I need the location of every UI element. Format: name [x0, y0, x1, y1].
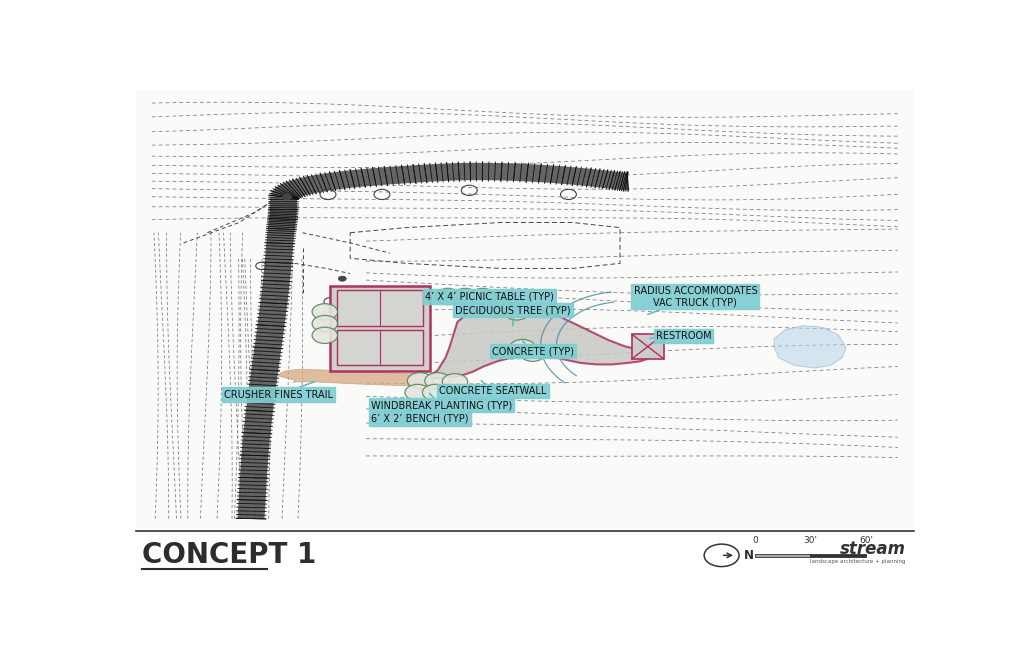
Circle shape [470, 288, 496, 305]
FancyBboxPatch shape [331, 286, 430, 371]
Circle shape [312, 304, 338, 320]
Text: landscape architecture + planning: landscape architecture + planning [810, 559, 905, 564]
Polygon shape [270, 163, 629, 199]
FancyBboxPatch shape [337, 290, 423, 326]
FancyBboxPatch shape [811, 554, 866, 557]
Circle shape [510, 339, 536, 356]
FancyBboxPatch shape [337, 330, 423, 365]
Text: stream: stream [840, 540, 905, 558]
Text: CRUSHER FINES TRAIL: CRUSHER FINES TRAIL [224, 382, 333, 400]
Circle shape [338, 276, 346, 281]
Text: RADIUS ACCOMMODATES
VAC TRUCK (TYP): RADIUS ACCOMMODATES VAC TRUCK (TYP) [634, 286, 758, 314]
Circle shape [453, 288, 478, 305]
Circle shape [504, 304, 529, 320]
Circle shape [312, 316, 338, 332]
Text: CONCRETE SEATWALL: CONCRETE SEATWALL [439, 381, 547, 396]
Text: N: N [743, 549, 754, 562]
Circle shape [312, 327, 338, 343]
Polygon shape [238, 197, 297, 519]
Text: 0: 0 [752, 536, 758, 545]
Circle shape [520, 345, 546, 361]
Polygon shape [278, 369, 426, 386]
Circle shape [435, 288, 461, 305]
Circle shape [404, 385, 430, 400]
FancyBboxPatch shape [136, 90, 913, 529]
Circle shape [488, 298, 514, 315]
Circle shape [425, 373, 451, 389]
Text: 60': 60' [859, 536, 873, 545]
Text: CONCEPT 1: CONCEPT 1 [142, 542, 316, 570]
Text: 6’ X 2’ BENCH (TYP): 6’ X 2’ BENCH (TYP) [372, 409, 469, 424]
Polygon shape [426, 305, 648, 378]
Polygon shape [774, 326, 846, 368]
FancyBboxPatch shape [632, 334, 664, 359]
Text: 30': 30' [804, 536, 817, 545]
Text: RESTROOM: RESTROOM [650, 332, 712, 341]
FancyBboxPatch shape [755, 554, 811, 557]
Text: CONCRETE (TYP): CONCRETE (TYP) [492, 341, 573, 356]
Circle shape [442, 374, 468, 390]
Text: 4’ X 4’ PICNIC TABLE (TYP): 4’ X 4’ PICNIC TABLE (TYP) [425, 292, 554, 317]
Circle shape [408, 373, 433, 389]
Circle shape [282, 194, 292, 200]
Text: DECIDUOUS TREE (TYP): DECIDUOUS TREE (TYP) [455, 305, 570, 326]
Circle shape [423, 385, 447, 400]
Text: WINDBREAK PLANTING (TYP): WINDBREAK PLANTING (TYP) [371, 394, 512, 410]
